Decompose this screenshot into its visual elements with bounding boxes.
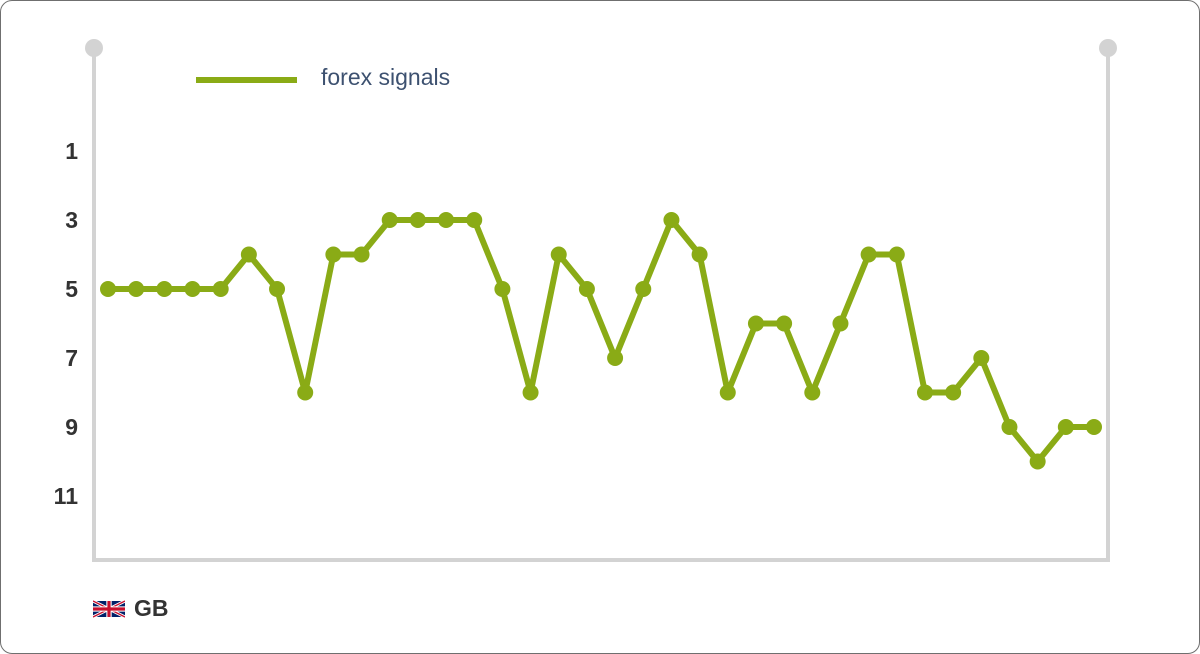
data-point — [1029, 453, 1046, 470]
data-point — [212, 281, 229, 297]
data-point — [1086, 419, 1102, 435]
data-point — [663, 212, 680, 228]
data-point — [1057, 419, 1074, 435]
y-tick-label: 5 — [65, 276, 78, 302]
data-point — [353, 246, 370, 263]
data-point — [1001, 419, 1018, 435]
y-tick-label: 1 — [65, 138, 78, 164]
region-indicator: GB — [93, 595, 169, 622]
data-point — [804, 384, 821, 401]
data-point — [522, 384, 539, 401]
chart-legend: forex signals — [196, 64, 450, 90]
data-point — [578, 281, 595, 297]
data-point — [409, 212, 426, 228]
data-point — [776, 315, 793, 332]
data-point — [100, 281, 116, 297]
data-point — [691, 246, 708, 263]
left-axis-cap — [85, 39, 103, 57]
y-axis-ticks: 1 3 5 7 9 11 — [54, 138, 79, 509]
chart-axes — [85, 39, 1117, 562]
data-point — [466, 212, 483, 228]
data-point — [719, 384, 736, 401]
data-point — [550, 246, 567, 263]
region-label: GB — [134, 595, 169, 621]
y-tick-label: 11 — [54, 483, 79, 509]
data-point — [945, 384, 962, 401]
data-point — [381, 212, 398, 228]
data-point — [325, 246, 342, 263]
data-point — [607, 350, 624, 366]
data-point — [297, 384, 314, 401]
data-point — [832, 315, 849, 332]
data-point — [888, 246, 905, 263]
uk-flag-icon — [93, 599, 125, 618]
data-point — [240, 246, 257, 263]
series-points — [100, 212, 1102, 470]
data-point — [860, 246, 877, 263]
data-point — [128, 281, 145, 297]
y-tick-label: 7 — [65, 345, 78, 371]
data-point — [973, 350, 990, 366]
y-tick-label: 9 — [65, 414, 78, 440]
data-point — [438, 212, 455, 228]
y-tick-label: 3 — [65, 207, 78, 233]
data-point — [156, 281, 173, 297]
legend-label: forex signals — [321, 64, 450, 90]
axis-frame — [92, 48, 1110, 562]
data-point — [269, 281, 286, 297]
data-point — [184, 281, 201, 297]
right-axis-cap — [1099, 39, 1117, 57]
data-point — [494, 281, 511, 297]
data-point — [916, 384, 933, 401]
data-point — [635, 281, 652, 297]
data-point — [747, 315, 764, 332]
